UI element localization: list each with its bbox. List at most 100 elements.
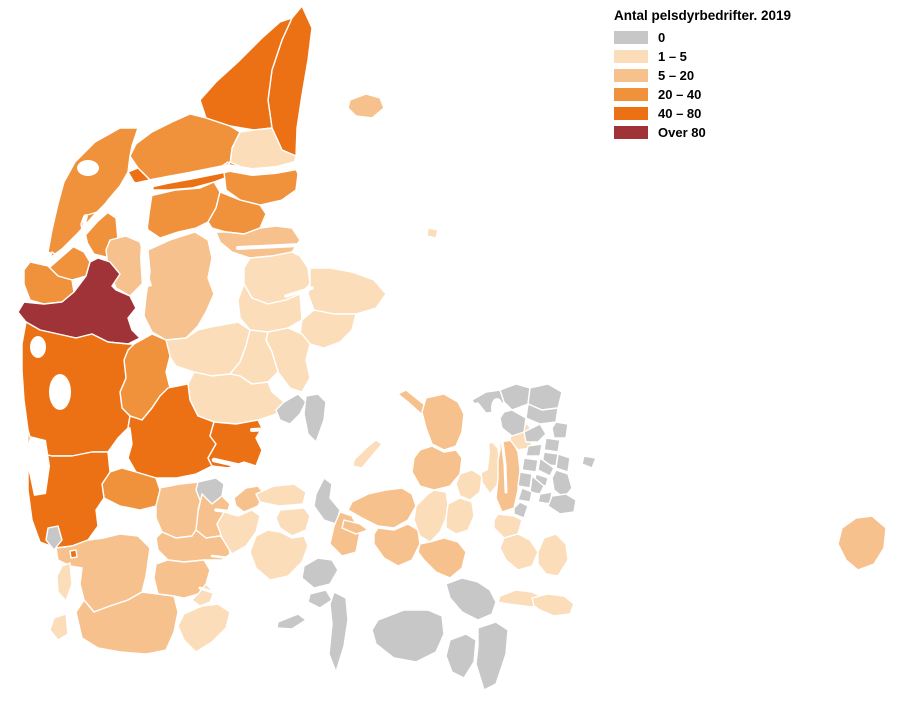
- legend-swatch-0: [614, 31, 648, 44]
- region-horsholm: [551, 421, 569, 439]
- region-frederikssund-roskilde: [495, 439, 521, 513]
- region-naestved: [417, 537, 467, 579]
- region-guldborgsund: [445, 633, 477, 679]
- region-bornholm: [837, 515, 887, 571]
- region-laesoe: [347, 93, 385, 119]
- region-assens: [216, 509, 261, 555]
- region-mon: [531, 593, 575, 617]
- legend-label-1: 1 – 5: [658, 49, 687, 64]
- region-odense: [275, 507, 311, 537]
- region-aeroe: [276, 613, 307, 630]
- region-lolland: [371, 609, 445, 663]
- legend-item-4: 40 – 80: [614, 107, 894, 120]
- region-ringsted: [445, 497, 475, 535]
- legend-item-1: 1 – 5: [614, 50, 894, 63]
- legend-item-0: 0: [614, 31, 894, 44]
- region-fureso: [525, 443, 543, 457]
- limfjord-water: [46, 160, 298, 268]
- legend-label-4: 40 – 80: [658, 106, 702, 121]
- region-faxe: [499, 533, 539, 571]
- region-kalundborg-asnaes: [341, 519, 369, 535]
- region-falster: [475, 621, 509, 691]
- mariager-fjord-water: [236, 243, 302, 250]
- roskilde-fjord-water: [500, 438, 508, 494]
- legend-label-5: Over 80: [658, 125, 706, 140]
- region-norddjurs: [307, 267, 387, 315]
- arresoe-lake-water: [491, 398, 503, 418]
- region-favrskov: [237, 283, 303, 333]
- region-allerod: [523, 423, 547, 443]
- region-sejeroe: [352, 439, 383, 469]
- region-ballerup: [521, 457, 539, 473]
- legend-label-2: 5 – 20: [658, 68, 695, 83]
- region-odsherred: [421, 393, 465, 451]
- aabenraa-fjord-water: [198, 586, 214, 594]
- region-amager: [547, 493, 577, 515]
- region-kobenhavn: [551, 469, 573, 499]
- region-haderslev: [155, 529, 231, 563]
- region-hedensted: [207, 419, 263, 469]
- randers-fjord-water: [284, 286, 314, 298]
- region-greve: [513, 501, 529, 519]
- region-hillerod: [499, 409, 527, 437]
- region-kerteminde: [313, 477, 341, 525]
- thy-lakes-water: [77, 160, 99, 176]
- legend-label-3: 20 – 40: [658, 87, 702, 102]
- region-kalundborg: [347, 487, 417, 529]
- region-soro: [413, 489, 449, 543]
- legend-swatch-2: [614, 69, 648, 82]
- region-taasinge: [307, 589, 333, 609]
- region-sonderborg-als: [177, 603, 231, 653]
- legend-item-3: 20 – 40: [614, 88, 894, 101]
- legend-title: Antal pelsdyrbedrifter. 2019: [614, 8, 792, 23]
- region-gladsaxe: [537, 457, 555, 477]
- region-vejen: [155, 481, 203, 539]
- region-saltholm: [581, 455, 597, 469]
- region-gribskov: [499, 383, 531, 411]
- region-skallingen: [45, 525, 63, 551]
- region-hoje-taastrup: [517, 471, 533, 489]
- legend-swatch-4: [614, 107, 648, 120]
- region-lejre: [455, 469, 483, 501]
- legend-swatch-1: [614, 50, 648, 63]
- region-vejle: [127, 383, 217, 479]
- legend-swatch-3: [614, 88, 648, 101]
- haderslev-fjord-water: [210, 554, 232, 560]
- horsens-fjord-water: [250, 426, 292, 432]
- thisted-mors-channel-water: [82, 214, 94, 258]
- stadil-fjord-water: [49, 374, 71, 410]
- ringkobing-fjord-water: [27, 436, 50, 496]
- region-stevns: [537, 533, 569, 577]
- region-viborg: [143, 231, 215, 341]
- region-syddjurs: [299, 309, 357, 349]
- region-slagelse: [373, 523, 421, 567]
- region-nordfyns: [255, 483, 307, 507]
- legend-label-0: 0: [658, 30, 666, 45]
- legend-item-5: Over 80: [614, 126, 894, 139]
- region-samso: [303, 393, 327, 443]
- region-langli: [69, 549, 78, 559]
- region-vordingborg: [445, 577, 497, 621]
- region-svendborg: [301, 557, 339, 589]
- region-skanderborg: [229, 329, 279, 385]
- legend-swatch-5: [614, 126, 648, 139]
- region-aabenraa: [153, 559, 211, 599]
- region-holbaek: [411, 445, 463, 491]
- region-toender: [75, 591, 179, 655]
- region-fanoe: [56, 562, 73, 602]
- region-odder: [275, 393, 307, 425]
- region-ishoj: [517, 487, 533, 503]
- region-langeland: [328, 591, 349, 673]
- region-billund: [101, 467, 161, 511]
- map-legend: Antal pelsdyrbedrifter. 2019 0 1 – 5 5 –…: [614, 8, 894, 145]
- region-anholt: [426, 227, 439, 239]
- nissum-fjord-water: [30, 336, 46, 358]
- vejle-fjord-water: [211, 457, 261, 473]
- legend-item-2: 5 – 20: [614, 69, 894, 82]
- kolding-fjord-water: [214, 508, 234, 514]
- region-romo: [49, 613, 69, 641]
- skive-fjord-water: [140, 184, 154, 288]
- region-rudersdal: [543, 437, 561, 453]
